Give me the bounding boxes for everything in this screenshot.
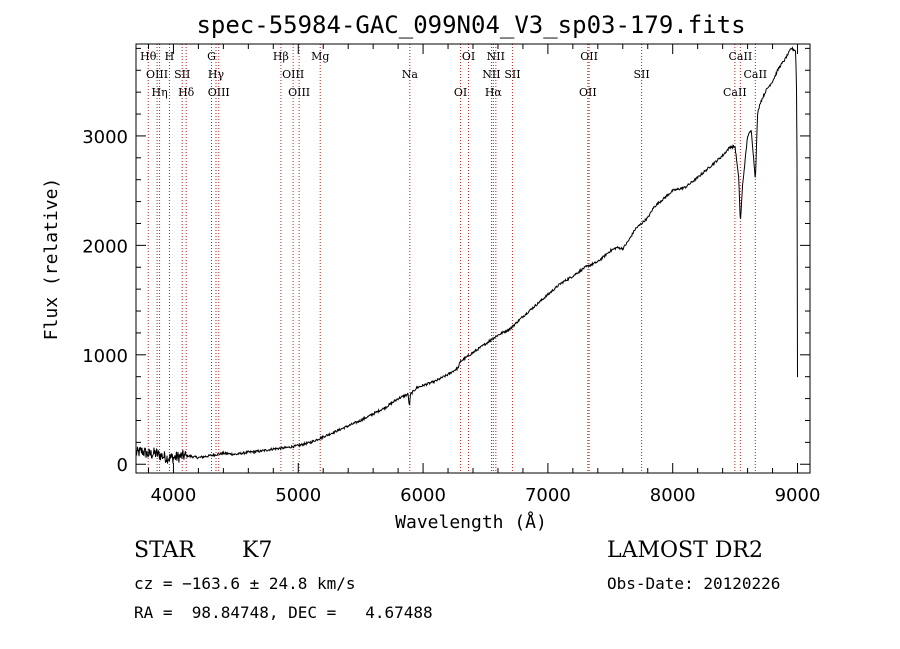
line-label-18: NII xyxy=(487,50,505,63)
line-label-3: H xyxy=(165,50,175,63)
line-label-10: OIII xyxy=(282,68,304,81)
line-label-12: Mg xyxy=(311,50,329,63)
survey-name: LAMOST DR2 xyxy=(607,538,763,563)
line-label-8: OIII xyxy=(208,86,230,99)
x-tick-label-3: 7000 xyxy=(525,485,571,506)
x-tick-label-4: 8000 xyxy=(650,485,696,506)
line-label-0: Hθ xyxy=(140,50,157,63)
y-tick-label-2: 2000 xyxy=(82,236,128,257)
emission-line-labels: Hθ OIII Hη H SII Hδ G Hγ OIII Hβ OIII OIII Mg Na OI OI N… xyxy=(140,50,767,99)
line-label-6: G xyxy=(207,50,216,63)
y-tick-labels: 0 1000 2000 3000 xyxy=(82,127,128,476)
line-label-2: Hη xyxy=(151,86,167,99)
line-label-7: Hγ xyxy=(208,68,225,81)
chart-title: spec-55984-GAC_099N04_V3_sp03-179.fits xyxy=(196,11,745,39)
y-tick-label-3: 3000 xyxy=(82,127,128,148)
y-tick-label-1: 1000 xyxy=(82,346,128,367)
x-tick-label-2: 6000 xyxy=(400,485,446,506)
x-tick-labels: 4000 5000 6000 7000 8000 9000 xyxy=(151,485,821,506)
object-class: STAR xyxy=(134,538,195,563)
observation-date: Obs-Date: 20120226 xyxy=(607,574,781,593)
y-tick-label-0: 0 xyxy=(117,455,128,476)
axis-ticks xyxy=(136,44,810,473)
x-axis-label: Wavelength (Å) xyxy=(395,511,547,533)
line-label-13: Na xyxy=(402,68,419,81)
line-label-15: OI xyxy=(462,50,475,63)
x-tick-label-0: 4000 xyxy=(151,485,197,506)
emission-line-markers xyxy=(147,44,756,473)
line-label-14: OI xyxy=(454,86,467,99)
ra-dec-coordinates: RA = 98.84748, DEC = 4.67488 xyxy=(134,603,433,622)
line-label-20: OII xyxy=(579,86,597,99)
line-label-5: Hδ xyxy=(178,86,195,99)
line-label-1: OIII xyxy=(146,68,168,81)
line-label-11: OIII xyxy=(288,86,310,99)
line-label-17: Hα xyxy=(485,86,503,99)
line-label-22: SII xyxy=(634,68,650,81)
line-label-23: CaII xyxy=(723,86,747,99)
line-label-4: SII xyxy=(174,68,190,81)
y-axis-label: Flux (relative) xyxy=(41,178,62,341)
spectrum-series-line xyxy=(135,46,798,464)
line-label-24: CaII xyxy=(729,50,753,63)
line-label-25: CaII xyxy=(743,68,767,81)
line-label-9: Hβ xyxy=(273,50,289,63)
object-subclass: K7 xyxy=(242,538,273,563)
x-tick-label-5: 9000 xyxy=(775,485,821,506)
x-tick-label-1: 5000 xyxy=(275,485,321,506)
plot-frame xyxy=(135,43,811,474)
redshift-velocity: cz = −163.6 ± 24.8 km/s xyxy=(134,574,356,593)
line-label-21: OII xyxy=(580,50,598,63)
line-label-16: NII xyxy=(482,68,500,81)
line-label-19: SII xyxy=(504,68,520,81)
